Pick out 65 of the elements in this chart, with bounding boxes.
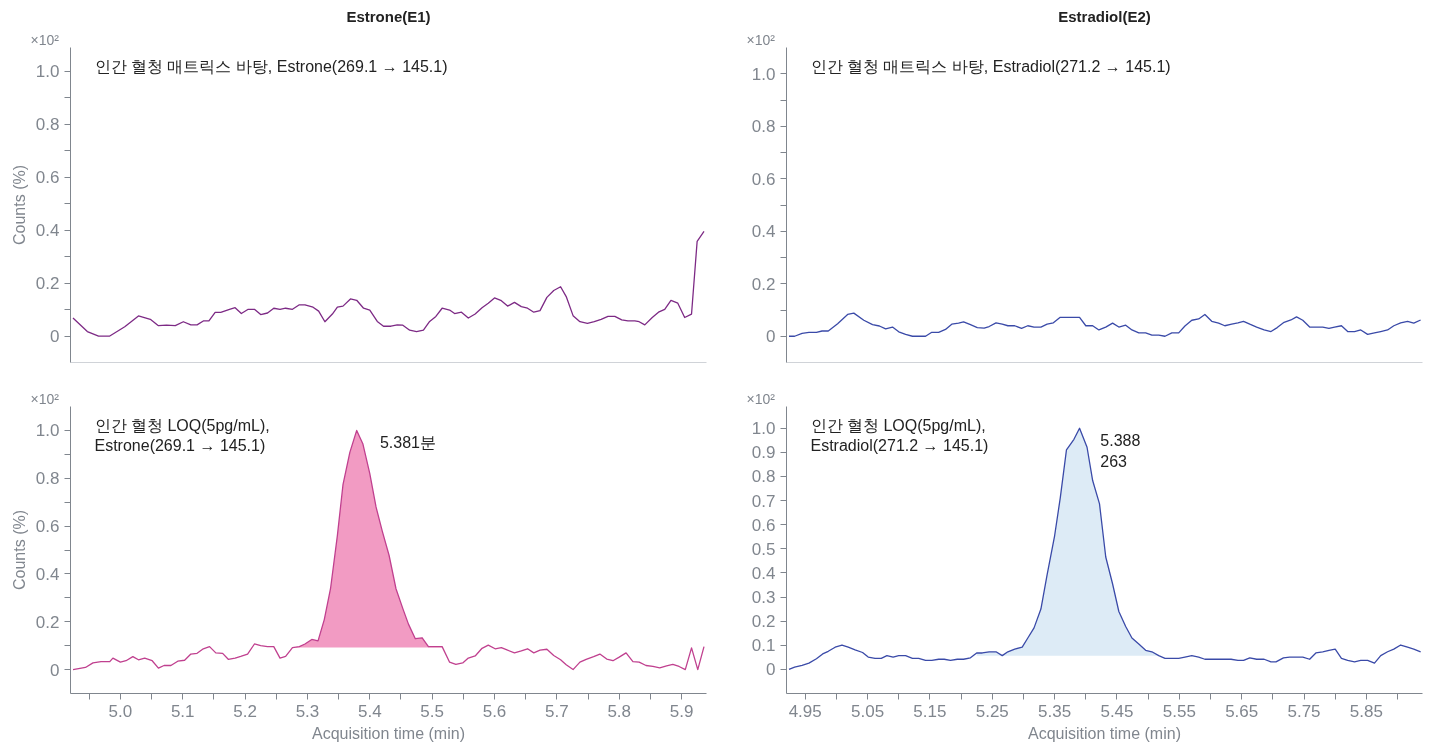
y-axis-title: Counts (%) [10, 509, 28, 591]
x-tick-label: 5.0 [108, 701, 133, 721]
y-tick-label: 0 [50, 660, 60, 680]
y-tick-label: 0 [766, 660, 776, 680]
y-tick-label: 0.5 [751, 539, 776, 559]
x-tick-label: 5.65 [1225, 701, 1259, 721]
x-tick-label: 5.5 [420, 701, 444, 721]
x-tick-label: 4.95 [788, 701, 822, 721]
y-tick-label: 0 [766, 327, 776, 347]
x-tick-label: 5.7 [545, 701, 569, 721]
text: ×10² [30, 31, 60, 48]
x-tick-label: 5.9 [669, 701, 694, 721]
y-tick-label: 0.2 [751, 612, 776, 632]
y-tick-label: 0.8 [35, 115, 60, 135]
y-axis-title: Counts (%) [10, 164, 28, 246]
x-tick-label: 5.45 [1100, 701, 1134, 721]
y-tick-label: 0.6 [35, 168, 60, 188]
x-tick-label: 5.4 [357, 701, 382, 721]
y-tick-label: 0.4 [751, 222, 776, 242]
annotation: 인간 혈청 매트릭스 바탕, Estrone(269.1 → 145.1) [94, 57, 448, 75]
y-tick-label: 0.8 [751, 117, 776, 137]
y-tick-label: 0.6 [751, 515, 776, 535]
x-axis-title: Acquisition time (min) [1028, 724, 1181, 742]
y-tick-label: 0.4 [35, 564, 60, 584]
x-tick-label: 5.05 [851, 701, 885, 721]
y-tick-label: 0.1 [751, 636, 776, 656]
y-tick-label: 0.4 [751, 563, 776, 583]
annotation: 인간 혈청 LOQ(5pg/mL), Estradiol(271.2 → 145.1) [810, 416, 989, 454]
x-tick-label: 5.85 [1349, 701, 1383, 721]
x-tick-label: 5.75 [1287, 701, 1321, 721]
y-tick-label: 0.6 [35, 517, 60, 537]
text: ×10² [746, 31, 776, 48]
y-tick-label: 0.4 [35, 221, 60, 241]
y-tick-label: 0.6 [751, 169, 776, 189]
y-tick-label: 0.2 [35, 612, 60, 632]
x-axis-title: Acquisition time (min) [312, 724, 465, 742]
x-tick-label: 5.8 [607, 701, 632, 721]
chart-title: Estrone(E1) [346, 7, 431, 25]
y-tick-label: 1.0 [751, 419, 776, 439]
y-tick-label: 0.8 [751, 467, 776, 487]
y-tick-label: 1.0 [35, 62, 60, 82]
x-tick-label: 5.15 [913, 701, 947, 721]
y-tick-label: 0.2 [35, 274, 60, 294]
x-tick-label: 5.25 [975, 701, 1009, 721]
y-tick-label: 0.7 [751, 491, 776, 511]
y-tick-label: 0.3 [751, 588, 776, 608]
y-tick-label: 0.2 [751, 274, 776, 294]
x-tick-label: 5.3 [295, 701, 320, 721]
annotation: 5.388 263 [1100, 432, 1141, 470]
x-tick-label: 5.55 [1162, 701, 1196, 721]
annotation: 인간 혈청 매트릭스 바탕, Estradiol(271.2 → 145.1) [810, 57, 1171, 75]
x-tick-label: 5.6 [482, 701, 507, 721]
y-tick-label: 1.0 [751, 64, 776, 84]
annotation: 5.381분 [379, 434, 436, 452]
chart-title: Estradiol(E2) [1058, 7, 1151, 25]
text: ×10² [30, 390, 60, 407]
y-tick-label: 1.0 [35, 421, 60, 441]
x-tick-label: 5.35 [1038, 701, 1072, 721]
x-tick-label: 5.1 [170, 701, 195, 721]
annotation: 인간 혈청 LOQ(5pg/mL), Estrone(269.1 → 145.1) [94, 416, 270, 454]
y-tick-label: 0.8 [35, 469, 60, 489]
text: ×10² [746, 390, 776, 407]
y-tick-label: 0.9 [751, 443, 776, 463]
y-tick-label: 0 [50, 327, 60, 347]
x-tick-label: 5.2 [233, 701, 257, 721]
